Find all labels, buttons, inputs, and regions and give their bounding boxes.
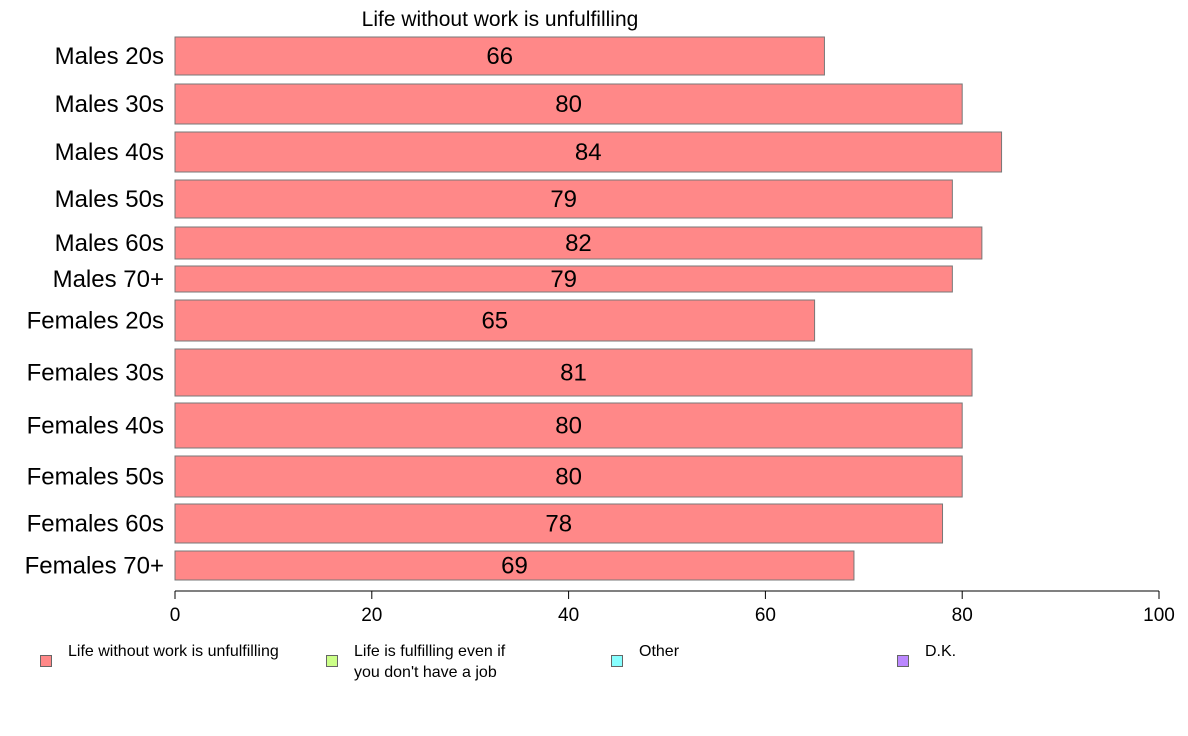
legend-label: Life is fulfilling even if you don't hav…	[354, 643, 506, 681]
legend-swatch-dk	[897, 655, 909, 667]
data-label: 82	[565, 230, 592, 257]
data-label: 80	[555, 464, 582, 491]
bar	[174, 503, 944, 544]
legend-swatch-unfulfilling	[40, 655, 52, 667]
category-label: Males 70+	[53, 266, 164, 293]
bars-group	[174, 36, 1003, 581]
bar	[174, 83, 963, 125]
category-labels: Males 20s Males 30s Males 40s Males 50s Male…	[25, 43, 164, 580]
category-label: Females 70+	[25, 553, 164, 580]
x-tick-label: 100	[1143, 605, 1175, 626]
data-label: 65	[481, 308, 508, 335]
category-label: Females 30s	[27, 360, 164, 387]
data-label: 78	[545, 511, 572, 538]
legend-item: Life without work is unfulfilling	[40, 641, 279, 667]
data-label: 84	[575, 139, 602, 166]
bar	[174, 179, 953, 219]
data-label: 69	[501, 553, 528, 580]
category-label: Females 20s	[27, 308, 164, 335]
x-tick-label: 20	[361, 605, 382, 626]
legend-item: D.K.	[897, 641, 956, 667]
legend-label: Life without work is unfulfilling	[68, 643, 279, 660]
category-label: Females 50s	[27, 464, 164, 491]
bar	[174, 36, 825, 76]
category-label: Males 50s	[55, 186, 164, 213]
legend-swatch-fulfilling	[326, 655, 338, 667]
legend-label: Other	[639, 643, 680, 660]
data-label: 80	[555, 413, 582, 440]
category-label: Females 60s	[27, 511, 164, 538]
legend-item: Other	[611, 641, 679, 667]
x-tick-label: 40	[558, 605, 579, 626]
category-label: Males 20s	[55, 43, 164, 70]
x-tick-label: 0	[170, 605, 181, 626]
bar	[174, 265, 953, 293]
data-label: 79	[550, 266, 577, 293]
bar	[174, 226, 983, 260]
data-label: 66	[486, 43, 513, 70]
legend-item: Life is fulfilling even if you don't hav…	[326, 641, 505, 683]
value-labels: 66 80 84 79 82 79 65 81 80 80 78 69	[481, 43, 601, 580]
x-tick-label: 80	[952, 605, 973, 626]
bar	[174, 131, 1003, 173]
legend-label: D.K.	[925, 643, 957, 660]
bar	[174, 348, 973, 397]
bar	[174, 299, 816, 342]
legend-swatch-other	[611, 655, 623, 667]
category-label: Males 30s	[55, 91, 164, 118]
legend: Life without work is unfulfilling Life i…	[0, 641, 1188, 691]
bar	[174, 550, 855, 581]
bar	[174, 402, 963, 449]
category-label: Females 40s	[27, 413, 164, 440]
data-label: 79	[550, 186, 577, 213]
category-label: Males 40s	[55, 139, 164, 166]
data-label: 80	[555, 91, 582, 118]
category-label: Males 60s	[55, 230, 164, 257]
chart-title: Life without work is unfulfilling	[362, 8, 639, 31]
x-tick-label: 60	[755, 605, 776, 626]
bar	[174, 455, 963, 498]
x-axis: 0 20 40 60 80 100	[170, 590, 1175, 626]
data-label: 81	[560, 360, 587, 387]
